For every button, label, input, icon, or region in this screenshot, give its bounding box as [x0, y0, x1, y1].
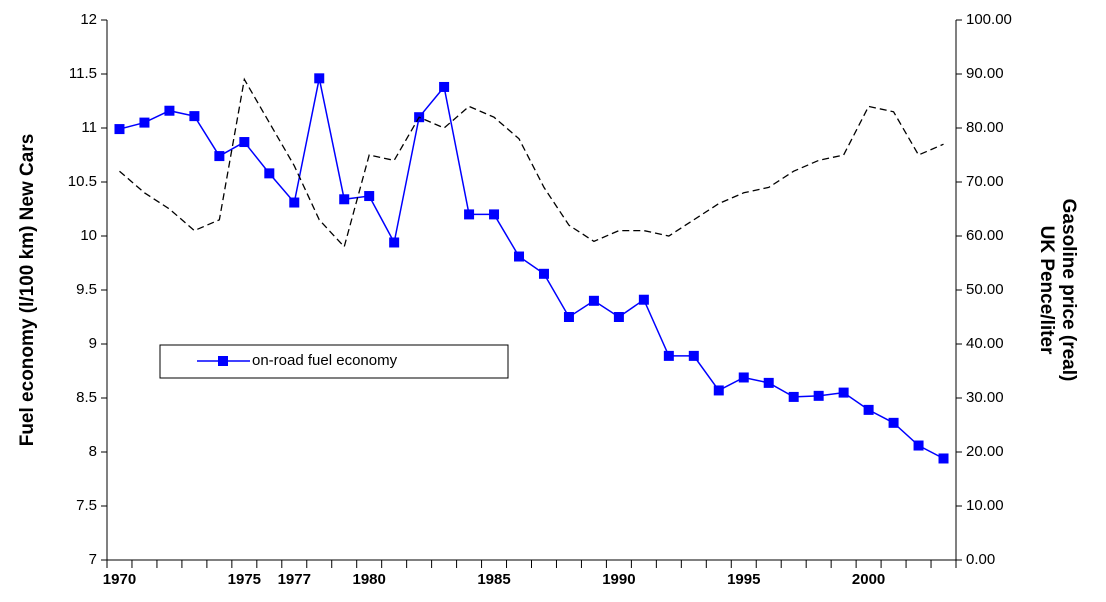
marker: [289, 197, 300, 208]
marker: [713, 385, 724, 396]
y-tick-label: 10.5: [68, 173, 97, 190]
marker: [588, 295, 599, 306]
x-tick-label: 1970: [103, 571, 136, 588]
marker: [638, 294, 649, 305]
y2-tick-label: 40.00: [966, 335, 1004, 352]
y2-tick-label: 10.00: [966, 497, 1004, 514]
y2-tick-label: 0.00: [966, 551, 995, 568]
x-tick-label: 1990: [602, 571, 635, 588]
y2-tick-label: 90.00: [966, 65, 1004, 82]
x-tick-label: 1975: [228, 571, 261, 588]
marker: [938, 453, 949, 464]
marker: [838, 387, 849, 398]
marker: [813, 390, 824, 401]
x-tick-label: 1985: [477, 571, 510, 588]
marker: [913, 440, 924, 451]
marker: [738, 372, 749, 383]
marker: [663, 350, 674, 361]
marker: [863, 404, 874, 415]
marker: [239, 137, 250, 148]
marker: [364, 191, 375, 202]
y2-axis-title: Gasoline price (real): [1058, 199, 1079, 382]
y2-axis-title: UK Pence/liter: [1036, 226, 1057, 355]
marker: [439, 81, 450, 92]
marker: [763, 377, 774, 388]
y-tick-label: 7: [89, 551, 97, 568]
marker: [514, 251, 525, 262]
legend: on-road fuel economy: [159, 344, 509, 379]
marker: [389, 237, 400, 248]
y2-tick-label: 100.00: [966, 11, 1012, 28]
marker: [464, 209, 475, 220]
marker: [888, 417, 899, 428]
marker: [538, 268, 549, 279]
x-tick-label: 1995: [727, 571, 760, 588]
marker: [189, 111, 200, 122]
marker: [613, 312, 624, 322]
dashed-line: [119, 77, 944, 249]
marker: [264, 168, 275, 179]
marker: [489, 209, 500, 220]
y-tick-label: 11.5: [69, 65, 97, 82]
marker: [164, 105, 175, 116]
y-tick-label: 8.5: [76, 389, 97, 406]
y-tick-label: 8: [89, 443, 97, 460]
y-axis-title: Fuel economy (l/100 km) New Cars: [17, 134, 38, 447]
marker: [563, 312, 574, 322]
marker: [214, 151, 225, 162]
y-tick-label: 9: [89, 335, 97, 352]
y-tick-label: 11: [81, 119, 97, 136]
legend-label: on-road fuel economy: [252, 352, 398, 369]
y-tick-label: 10: [80, 227, 97, 244]
y2-tick-label: 30.00: [966, 389, 1004, 406]
x-tick-label: 1980: [353, 571, 386, 588]
marker: [114, 124, 125, 135]
y2-tick-label: 60.00: [966, 227, 1004, 244]
marker: [788, 391, 799, 402]
y-tick-label: 9.5: [76, 281, 97, 298]
marker: [688, 350, 699, 361]
x-tick-label: 1977: [278, 571, 311, 588]
marker: [314, 73, 325, 84]
y2-tick-label: 80.00: [966, 119, 1004, 136]
y2-tick-label: 20.00: [966, 443, 1004, 460]
y-tick-label: 12: [80, 11, 97, 28]
series-line: [119, 78, 944, 460]
x-tick-label: 2000: [852, 571, 885, 588]
legend-marker: [218, 356, 228, 366]
y-tick-label: 7.5: [76, 497, 97, 514]
y2-tick-label: 70.00: [966, 173, 1004, 190]
marker: [139, 117, 150, 128]
y2-tick-label: 50.00: [966, 281, 1004, 298]
marker: [339, 194, 350, 205]
